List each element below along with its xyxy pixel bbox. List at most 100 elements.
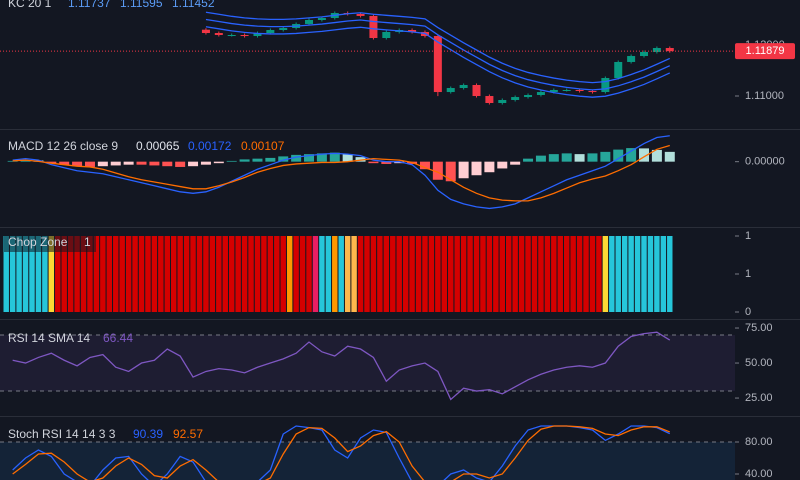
series-line xyxy=(12,331,671,401)
candle-body xyxy=(640,51,649,57)
candle-body xyxy=(562,89,571,91)
zone-bar xyxy=(9,236,16,312)
series-line xyxy=(205,18,671,91)
histogram-bar xyxy=(149,161,160,166)
zone-bar xyxy=(493,236,499,312)
y-tick-label: 1.11000 xyxy=(745,90,784,102)
zone-bar xyxy=(151,236,158,312)
histogram-bar xyxy=(265,157,276,162)
candle-body xyxy=(511,97,520,100)
zone-bar xyxy=(628,236,634,312)
candle-body xyxy=(536,92,545,95)
zone-bar xyxy=(119,236,125,312)
zone-bar xyxy=(158,236,164,312)
zone-bar xyxy=(551,236,557,312)
zone-bar xyxy=(370,236,377,312)
candle-body xyxy=(652,48,661,52)
zone-bar xyxy=(87,236,93,312)
candle-body xyxy=(472,84,481,97)
series-line xyxy=(205,11,671,84)
candle-body xyxy=(665,48,674,52)
zone-bar xyxy=(113,236,119,312)
histogram-bar xyxy=(200,161,211,165)
zone-bar xyxy=(557,236,563,312)
legend-title: Stoch RSI 14 14 3 3 xyxy=(8,427,116,441)
zone-bar xyxy=(647,236,654,312)
zone-bar xyxy=(390,236,396,312)
histogram-bar xyxy=(342,154,353,162)
zone-bar xyxy=(332,236,338,312)
histogram-bar xyxy=(316,153,327,162)
zone-bar xyxy=(42,236,48,312)
zone-bar xyxy=(448,236,454,312)
candle-body xyxy=(459,84,468,89)
candle-body xyxy=(279,28,288,30)
zone-bar xyxy=(222,236,228,312)
histogram-bar xyxy=(497,161,508,169)
zone-bar xyxy=(235,236,241,312)
y-tick-label: 80.00 xyxy=(745,436,773,448)
zone-bar xyxy=(486,236,493,312)
histogram-bar xyxy=(46,161,57,164)
zone-bar xyxy=(22,236,29,312)
zone-bar xyxy=(125,236,132,312)
zone-bar xyxy=(67,236,74,312)
histogram-bar xyxy=(587,153,598,162)
zone-bar xyxy=(364,236,370,312)
zone-bar xyxy=(357,236,364,312)
histogram-bar xyxy=(7,160,18,162)
zone-bar xyxy=(615,236,621,312)
zone-bar xyxy=(80,236,87,312)
histogram-bar xyxy=(548,154,559,162)
histogram-bar xyxy=(59,161,70,165)
zone-bar xyxy=(415,236,422,312)
histogram-bar xyxy=(523,158,534,162)
histogram-bar xyxy=(304,154,315,162)
y-tick-label: 0 xyxy=(745,306,751,318)
histogram-bar xyxy=(535,155,546,162)
zone-bar xyxy=(660,236,667,312)
y-tick-label: 50.00 xyxy=(745,357,773,369)
zone-bar xyxy=(441,236,448,312)
zone-bar xyxy=(563,236,570,312)
histogram-bar xyxy=(213,161,224,164)
candle-body xyxy=(614,61,623,79)
candle-body xyxy=(201,29,210,34)
legend-box xyxy=(4,234,96,252)
histogram-bar xyxy=(368,161,379,164)
zone-bar xyxy=(538,236,544,312)
zone-bar xyxy=(499,236,505,312)
zone-bar xyxy=(106,236,113,312)
histogram-bar xyxy=(110,161,121,166)
zone-bar xyxy=(93,236,100,312)
candle-body xyxy=(575,89,584,92)
histogram-bar xyxy=(574,154,585,162)
zone-bar xyxy=(203,236,209,312)
zone-bar xyxy=(35,236,42,312)
candle-body xyxy=(485,96,494,104)
zone-bar xyxy=(164,236,170,312)
histogram-bar xyxy=(291,154,302,162)
candle-body xyxy=(549,89,558,93)
zone-bar xyxy=(145,236,151,312)
histogram-bar xyxy=(278,156,289,162)
zone-bar xyxy=(544,236,551,312)
candle-body xyxy=(433,36,442,93)
level-band xyxy=(0,442,735,480)
y-tick-label: 1 xyxy=(745,230,751,242)
legend-value: 0.00065 xyxy=(136,139,180,153)
zone-bar xyxy=(306,236,312,312)
zone-bar xyxy=(473,236,480,312)
zone-bar xyxy=(29,236,35,312)
histogram-bar xyxy=(639,148,650,162)
zone-bar xyxy=(518,236,525,312)
histogram-bar xyxy=(651,149,662,162)
zone-bar xyxy=(267,236,274,312)
histogram-bar xyxy=(329,152,340,162)
histogram-bar xyxy=(484,161,495,173)
zone-bar xyxy=(435,236,441,312)
zone-bar xyxy=(183,236,190,312)
zone-bar xyxy=(506,236,512,312)
zone-bar xyxy=(280,236,286,312)
y-tick-label: 0.00000 xyxy=(745,156,785,168)
